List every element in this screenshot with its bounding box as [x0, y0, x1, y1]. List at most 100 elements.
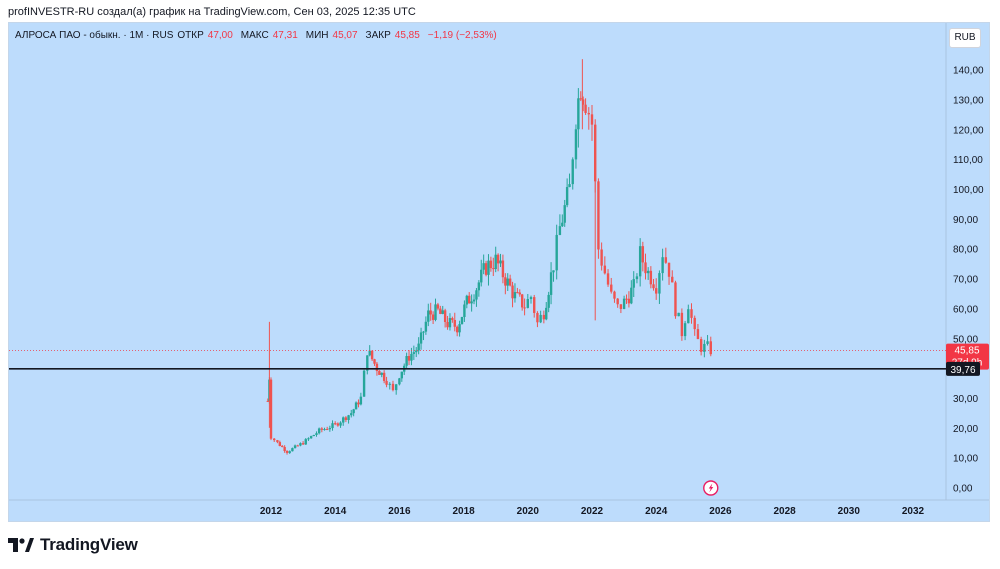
- candle-body: [561, 222, 564, 227]
- candle-body: [331, 423, 334, 429]
- candle-body: [285, 450, 289, 453]
- candle-body: [417, 343, 420, 351]
- candle-body: [283, 446, 286, 451]
- last-price-label: 45,85: [954, 346, 979, 357]
- candle-body: [518, 292, 521, 295]
- candle-body: [434, 304, 437, 320]
- candle-body: [533, 297, 536, 313]
- candle-body: [492, 268, 495, 270]
- candle-body: [455, 326, 459, 333]
- candle-body: [513, 292, 517, 299]
- candle-body: [545, 307, 548, 320]
- candle-body: [693, 317, 696, 330]
- candle-body: [523, 307, 526, 309]
- candle-body: [709, 341, 712, 355]
- candle-body: [354, 402, 358, 410]
- candle-body: [370, 350, 374, 360]
- candle-body: [699, 339, 703, 352]
- candle-body: [638, 246, 642, 277]
- candle-body: [690, 309, 693, 318]
- candle-body: [368, 350, 371, 356]
- legend-change: −1,19 (−2,53%): [427, 30, 497, 41]
- chart-area[interactable]: 0,0010,0020,0030,0040,0050,0060,0070,008…: [8, 22, 990, 522]
- candle-body: [405, 356, 408, 366]
- candle-body: [680, 312, 684, 337]
- y-tick-label: 130,00: [953, 95, 984, 106]
- candle-body: [499, 260, 502, 264]
- candle-body: [630, 287, 633, 304]
- candle-body: [391, 383, 395, 391]
- x-tick-label: 2032: [902, 506, 925, 517]
- candle-body: [600, 249, 603, 266]
- candle-body: [571, 159, 574, 185]
- candle-body: [661, 257, 664, 274]
- y-tick-label: 60,00: [953, 304, 978, 315]
- candle-body: [652, 284, 655, 289]
- price-chart-svg[interactable]: 0,0010,0020,0030,0040,0050,0060,0070,008…: [9, 23, 989, 521]
- currency-button[interactable]: RUB: [949, 28, 981, 48]
- candle-body: [563, 205, 566, 223]
- candle-body: [667, 262, 671, 277]
- tradingview-logo[interactable]: TradingView: [8, 535, 138, 555]
- y-tick-label: 110,00: [953, 155, 983, 166]
- candle-body: [584, 104, 587, 113]
- candle-body: [439, 308, 442, 314]
- candle-body: [317, 428, 321, 434]
- candle-body: [619, 304, 623, 309]
- candle-body: [622, 298, 626, 309]
- candle-body: [427, 310, 430, 322]
- candle-body: [443, 310, 447, 323]
- candle-body: [344, 417, 348, 420]
- candle-body: [568, 184, 571, 188]
- candle-body: [419, 332, 423, 344]
- candle-body: [508, 278, 512, 286]
- candle-body: [658, 273, 661, 294]
- candle-body: [687, 309, 690, 324]
- x-tick-label: 2026: [709, 506, 732, 517]
- candle-body: [674, 282, 677, 317]
- candle-body: [511, 285, 514, 299]
- x-tick-label: 2024: [645, 506, 668, 517]
- candle-body: [307, 438, 310, 440]
- candle-body: [296, 445, 299, 447]
- legend-symbol: АЛРОСА ПАО - обыкн. · 1M · RUS: [15, 30, 174, 41]
- lightning-icon: [708, 483, 714, 493]
- candle-body: [706, 341, 709, 344]
- candle-body: [644, 262, 647, 274]
- candle-body: [301, 443, 305, 445]
- candle-body: [555, 234, 558, 271]
- candle-body: [266, 400, 269, 402]
- candle-body: [288, 451, 291, 453]
- candle-body: [398, 378, 401, 385]
- candle-body: [323, 429, 326, 431]
- candle-body: [375, 363, 379, 371]
- candle-body: [504, 277, 507, 286]
- candle-body: [627, 298, 631, 304]
- candle-body: [577, 98, 580, 130]
- candle-body: [463, 304, 466, 318]
- candle-body: [581, 99, 585, 105]
- candle-body: [412, 352, 416, 354]
- legend-low-label: МИН: [305, 30, 329, 41]
- candle-body: [359, 396, 363, 405]
- y-tick-label: 70,00: [953, 275, 978, 286]
- candle-body: [613, 291, 616, 299]
- candle-body: [587, 112, 590, 115]
- candle-body: [448, 318, 452, 328]
- candle-body: [480, 269, 483, 283]
- candle-body: [309, 436, 313, 439]
- candle-body: [429, 310, 432, 315]
- y-tick-label: 20,00: [953, 424, 978, 435]
- tradingview-brand: TradingView: [40, 535, 138, 554]
- candle-body: [299, 443, 302, 446]
- candle-body: [304, 439, 307, 445]
- y-tick-label: 10,00: [953, 454, 978, 465]
- candle-body: [407, 356, 411, 361]
- x-tick-label: 2022: [581, 506, 604, 517]
- candle-body: [342, 417, 345, 423]
- candle-body: [590, 114, 594, 125]
- candle-body: [453, 319, 456, 327]
- candle-body: [574, 129, 578, 160]
- candle-body: [350, 413, 353, 416]
- x-tick-label: 2020: [517, 506, 540, 517]
